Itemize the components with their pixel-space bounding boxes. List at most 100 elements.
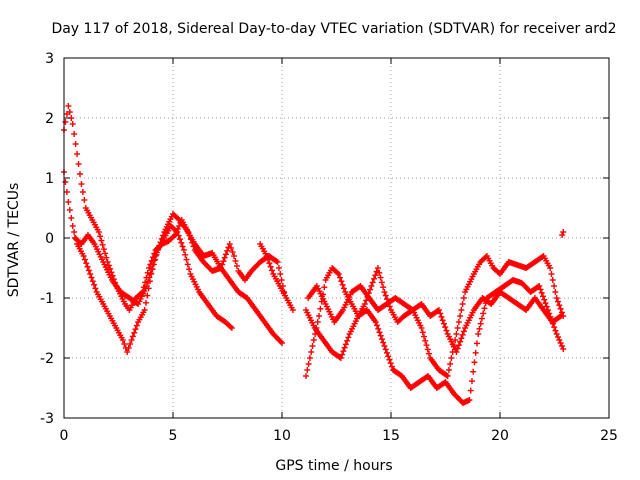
data-point [340,282,346,288]
y-tick-labels: -3 -2 -1 0 1 2 3 [40,51,54,427]
data-point [321,284,327,290]
data-point [426,351,432,357]
data-point [83,260,89,266]
data-point [559,232,565,238]
data-point [381,343,387,349]
data-point [131,330,137,336]
x-axis-title: GPS time / hours [275,458,392,474]
data-point [456,319,462,325]
y-tick-label: 1 [45,171,54,187]
data-point [457,313,463,319]
data-point [469,378,475,384]
data-point [62,119,68,125]
data-point [266,260,272,266]
data-point [71,229,77,235]
data-point [343,341,349,347]
data-point [453,331,459,337]
data-point [379,336,385,342]
x-tick-label: 15 [382,428,400,444]
data-point [458,307,464,313]
data-point [67,207,73,213]
data-point [560,346,566,352]
data-point [468,388,474,394]
data-point [304,367,310,373]
data-point [424,342,430,348]
data-point [340,348,346,354]
data-point [86,267,92,273]
data-point [385,353,391,359]
data-point [558,306,564,312]
data-point [367,287,373,293]
data-point [384,350,390,356]
data-point [133,326,139,332]
data-point [130,333,136,339]
data-point [307,355,313,361]
data-point [460,301,466,307]
data-point [551,283,557,289]
data-point [317,306,323,312]
data-point [276,265,282,271]
data-point [76,161,82,167]
data-point [386,357,392,363]
data-point [88,275,94,281]
data-point [73,141,79,147]
y-tick-label: 3 [45,51,54,67]
data-point [461,295,467,301]
data-point [87,271,93,277]
data-point [344,338,350,344]
data-point [134,323,140,329]
data-point [306,361,312,367]
grid [64,58,609,418]
data-point [425,346,431,352]
data-point [376,329,382,335]
data-point [441,321,447,327]
data-point [185,261,191,267]
data-point [375,265,381,271]
data-point [181,247,187,253]
data-point [184,257,190,263]
data-point [303,373,309,379]
data-point [479,316,485,322]
data-point [143,300,149,306]
data-point [379,279,385,285]
data-point [473,350,479,356]
data-point [269,267,275,273]
x-tick-label: 10 [273,428,291,444]
data-point [559,343,565,349]
data-point [102,250,108,256]
data-point [80,189,86,195]
data-point [476,326,482,332]
data-point [370,279,376,285]
data-point [555,299,561,305]
data-point [70,121,76,127]
data-point [541,297,547,303]
data-point [268,264,274,270]
data-point [475,331,481,337]
data-point [146,265,152,271]
data-point [374,322,380,328]
y-tick-label: -2 [40,351,54,367]
data-point [62,179,68,185]
chart-title: Day 117 of 2018, Sidereal Day-to-day VTE… [51,21,616,37]
data-point [388,360,394,366]
data-point [182,252,188,258]
data-point [551,324,557,330]
data-point [548,271,554,277]
data-point [448,355,454,361]
data-point [470,369,476,375]
data-point [101,246,107,252]
data-point [458,335,464,341]
data-point [556,337,562,343]
data-point [554,295,560,301]
y-tick-label: 2 [45,111,54,127]
data-point [224,248,230,254]
data-point [345,334,351,340]
data-point [316,313,322,319]
data-point [85,264,91,270]
data-point [311,337,317,343]
data-point [461,328,467,334]
data-point [178,240,184,246]
data-point [447,361,453,367]
data-point [460,332,466,338]
data-point [68,215,74,221]
